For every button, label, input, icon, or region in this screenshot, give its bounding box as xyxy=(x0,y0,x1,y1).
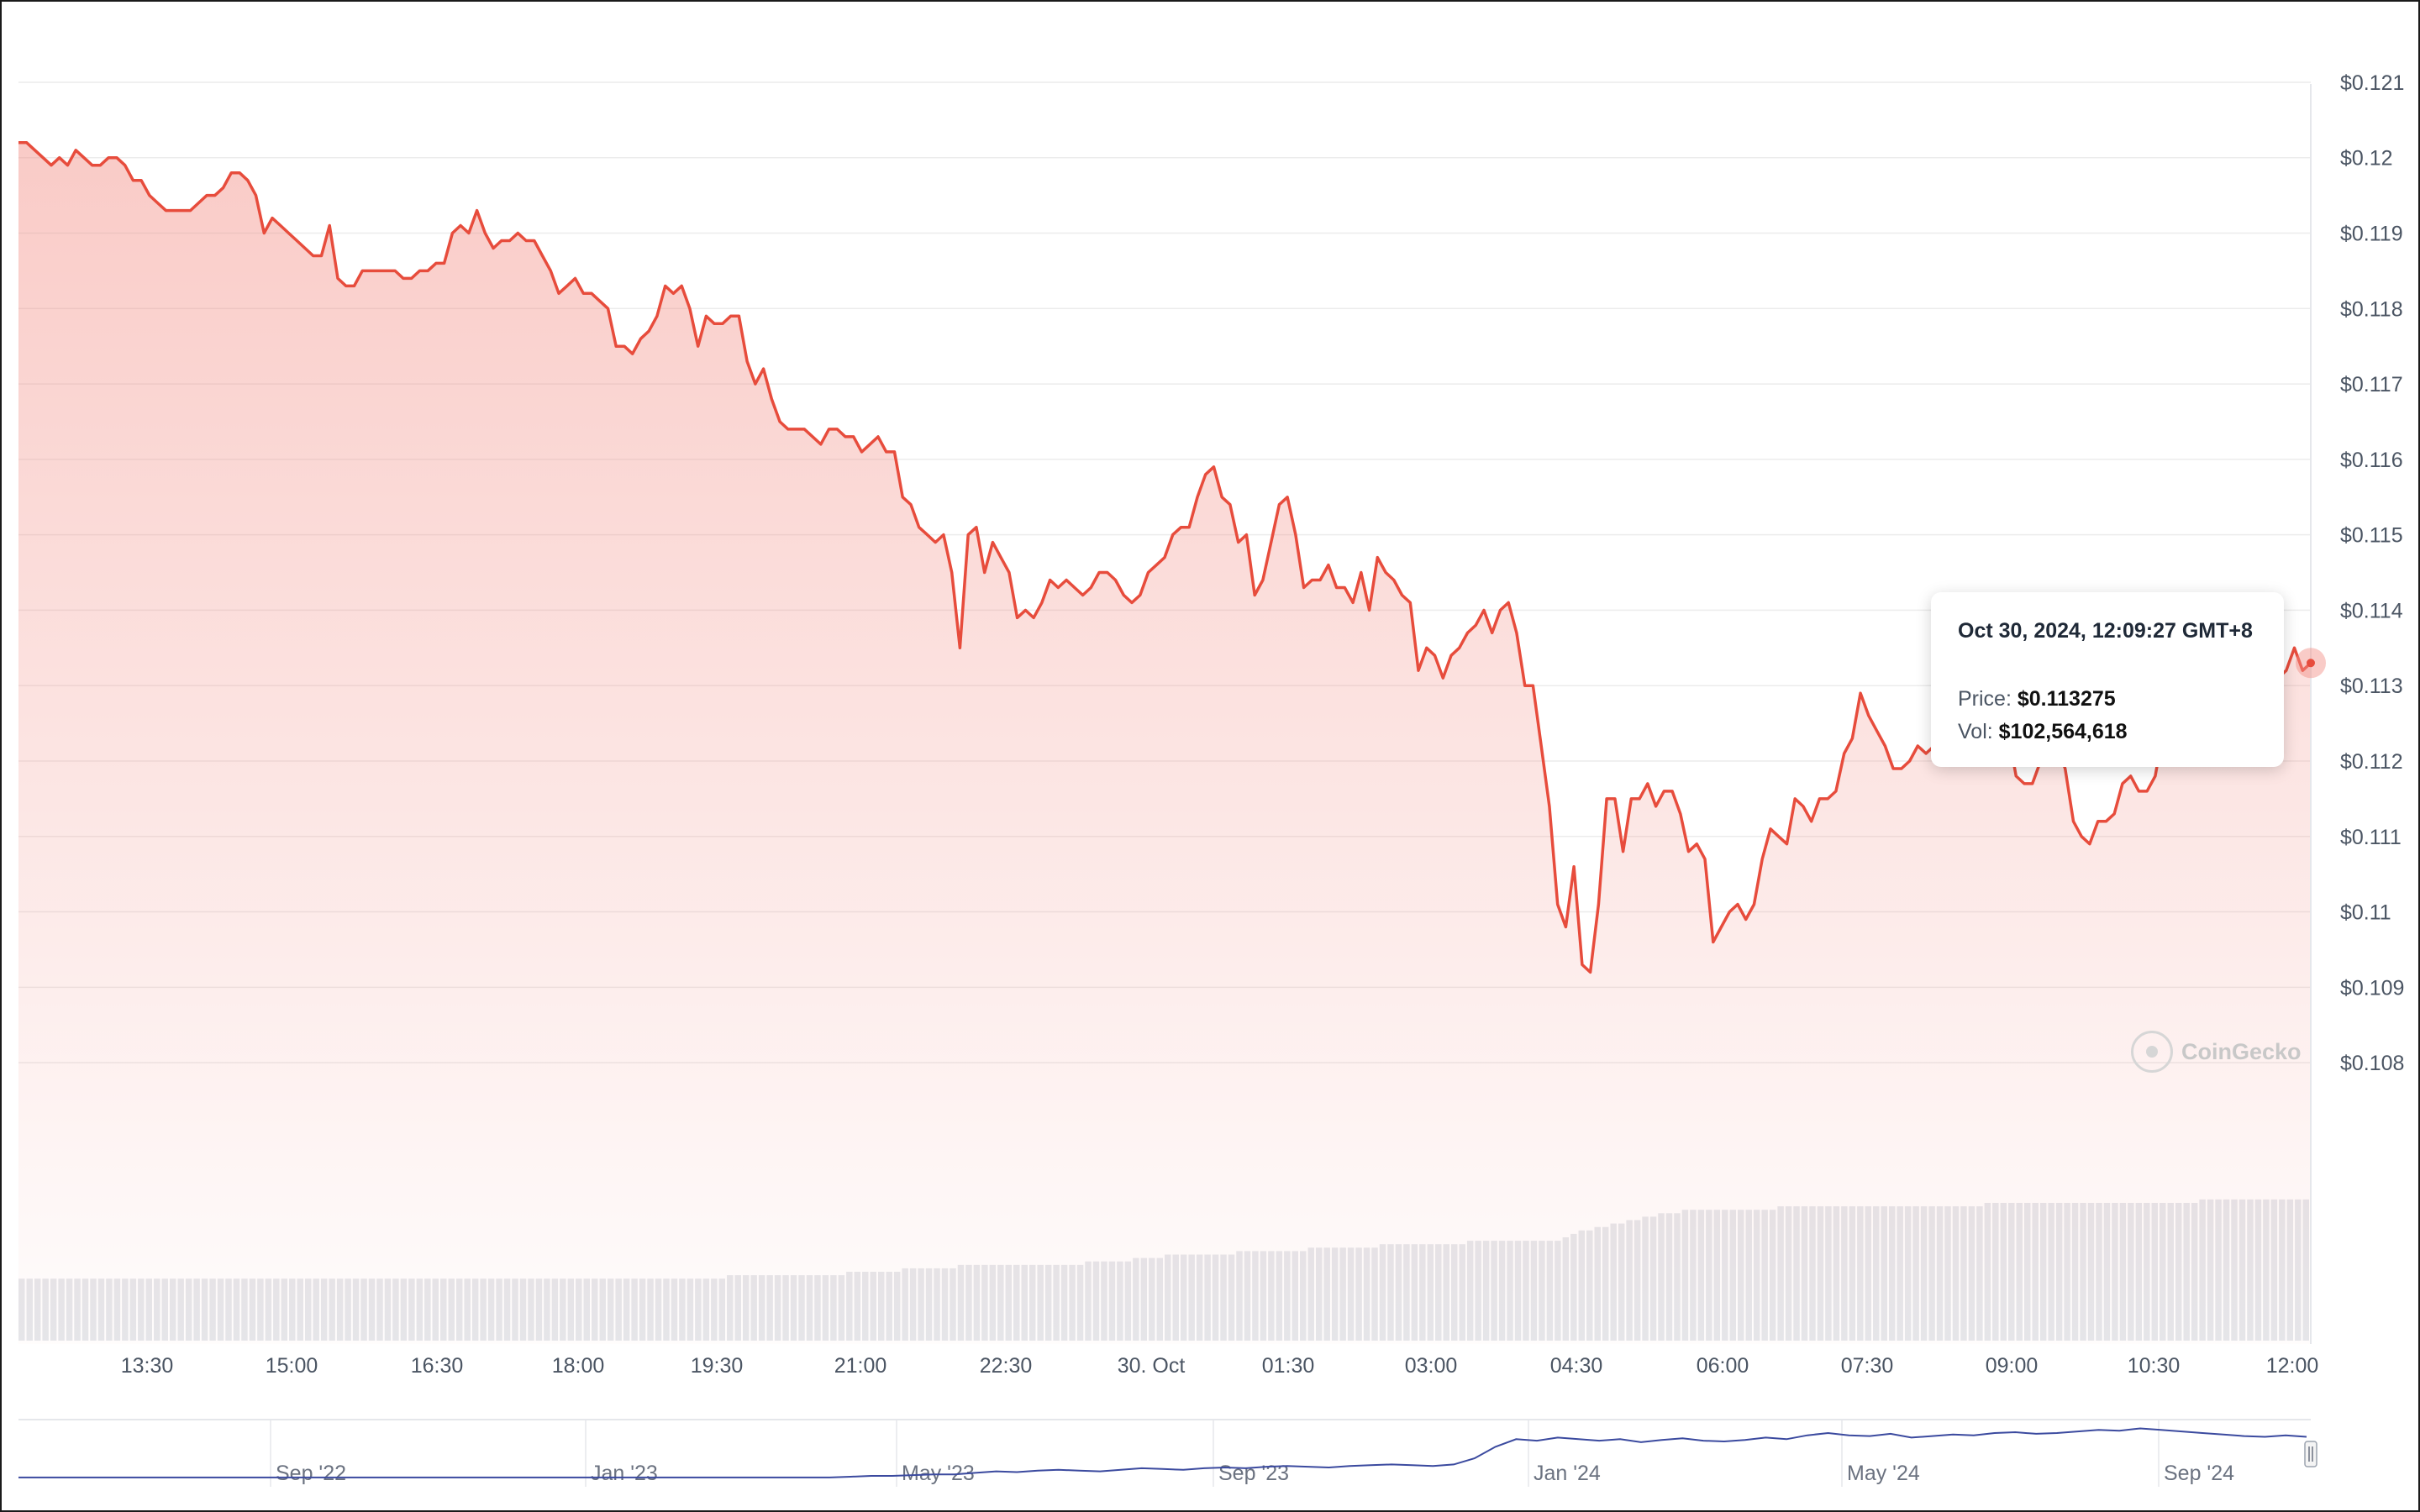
x-axis: 13:30 15:00 16:30 18:00 19:30 21:00 22:30 30. O… xyxy=(121,1354,2319,1378)
tooltip-date: Oct 30, 2024, 12:09:27 GMT+8 xyxy=(1958,619,2253,643)
coingecko-logo-icon xyxy=(2131,1031,2173,1073)
x-tick-label: 21:00 xyxy=(834,1354,887,1378)
x-tick-label: 18:00 xyxy=(552,1354,605,1378)
x-tick-label: 01:30 xyxy=(1262,1354,1315,1378)
navigator-label: May '24 xyxy=(1847,1462,1920,1485)
x-tick-label: 30. Oct xyxy=(1118,1354,1186,1378)
price-line-path xyxy=(18,141,2312,974)
watermark-text: CoinGecko xyxy=(2181,1038,2302,1064)
price-line xyxy=(18,141,2312,974)
x-tick-label: 04:30 xyxy=(1550,1354,1603,1378)
hover-marker xyxy=(2296,648,2326,679)
navigator-label: Sep '22 xyxy=(276,1462,346,1485)
navigator-label: Sep '24 xyxy=(2164,1462,2234,1485)
x-tick-label: 19:30 xyxy=(691,1354,744,1378)
x-tick-label: 22:30 xyxy=(980,1354,1033,1378)
price-area-fill xyxy=(18,142,2311,1344)
tooltip-price-value: $0.113275 xyxy=(2017,687,2116,711)
x-tick-label: 09:00 xyxy=(1986,1354,2039,1378)
navigator-label: Jan '24 xyxy=(1534,1462,1601,1485)
y-tick-label: $0.111 xyxy=(2340,826,2402,849)
x-tick-label: 13:30 xyxy=(121,1354,174,1378)
y-tick-label: $0.112 xyxy=(2340,750,2403,774)
price-tooltip: Oct 30, 2024, 12:09:27 GMT+8 Price: $0.1… xyxy=(1931,592,2284,767)
tooltip-price-row: Price: $0.113275 xyxy=(1958,687,2257,711)
tooltip-vol-value: $102,564,618 xyxy=(1998,720,2128,743)
navigator: Sep '22 Jan '23 May '23 Sep '23 Jan '24 May '… xyxy=(18,1419,2317,1487)
navigator-series xyxy=(18,1427,2307,1478)
tooltip-vol-label: Vol: xyxy=(1958,720,1993,743)
navigator-label: Jan '23 xyxy=(591,1462,658,1485)
x-tick-label: 12:00 xyxy=(2266,1354,2319,1378)
x-tick-label: 03:00 xyxy=(1405,1354,1458,1378)
y-tick-label: $0.11 xyxy=(2340,901,2391,925)
price-area xyxy=(18,142,2311,1344)
hover-point xyxy=(2307,659,2315,668)
y-tick-label: $0.115 xyxy=(2340,524,2403,548)
tooltip-price-label: Price: xyxy=(1958,687,2012,711)
x-tick-label: 10:30 xyxy=(2128,1354,2181,1378)
y-tick-label: $0.113 xyxy=(2340,675,2403,698)
y-tick-label: $0.118 xyxy=(2340,297,2403,321)
y-tick-label: $0.109 xyxy=(2340,976,2404,1000)
x-tick-label: 15:00 xyxy=(266,1354,318,1378)
y-tick-label: $0.12 xyxy=(2340,147,2393,171)
y-tick-label: $0.121 xyxy=(2340,71,2404,95)
x-tick-label: 07:30 xyxy=(1841,1354,1894,1378)
y-tick-label: $0.114 xyxy=(2340,599,2403,622)
y-tick-label: $0.117 xyxy=(2340,373,2403,396)
y-tick-label: $0.116 xyxy=(2340,449,2403,472)
coingecko-watermark: CoinGecko xyxy=(2131,1030,2302,1074)
navigator-handle[interactable] xyxy=(2304,1441,2317,1467)
y-tick-label: $0.119 xyxy=(2340,223,2403,246)
x-tick-label: 06:00 xyxy=(1697,1354,1749,1378)
x-tick-label: 16:30 xyxy=(411,1354,464,1378)
y-axis: $0.121 $0.12 $0.119 $0.118 $0.117 $0.116 $0.11… xyxy=(2310,71,2404,1344)
navigator-label: Sep '23 xyxy=(1218,1462,1289,1485)
tooltip-vol-row: Vol: $102,564,618 xyxy=(1958,720,2257,744)
y-tick-label: $0.108 xyxy=(2340,1052,2404,1075)
